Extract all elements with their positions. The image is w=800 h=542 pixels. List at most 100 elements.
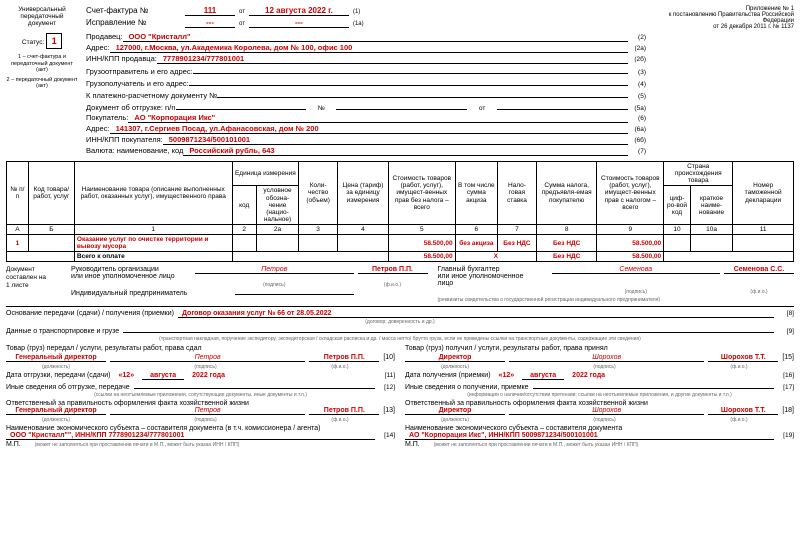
tr-x: X — [455, 252, 536, 262]
corr-label: Исправление № — [86, 18, 181, 27]
sl-sig: Петров — [195, 266, 354, 274]
field-val — [189, 77, 628, 86]
field-row: Валюта: наименование, кодРоссийский рубл… — [86, 146, 646, 156]
field-val: 127000, г.Москва, ул.Академика Королева,… — [110, 43, 628, 53]
correction-line: Исправление № --- от --- (1а) — [86, 18, 646, 28]
letter-cell: 6 — [455, 225, 497, 235]
doc-side: Документ составлен на 1 листе — [6, 266, 61, 303]
dr-exc: без акциза — [455, 235, 497, 252]
sl-name: Петров П.П. — [358, 266, 428, 274]
h-sig: (подпись) — [195, 282, 354, 288]
th-11b: краткое наиме-нование — [690, 186, 732, 225]
field-label: ИНН/КПП покупателя: — [86, 135, 163, 144]
field-row: Адрес:141307, г.Сергиев Посад, ул.Афанас… — [86, 124, 646, 134]
sl2: или иное уполномоченное лицо — [71, 273, 191, 280]
total-row: Всего к оплате 58.500,00 X Без НДС 58.50… — [7, 252, 794, 262]
th-8: Нало-говая ставка — [498, 162, 537, 225]
letter-cell: Б — [28, 225, 74, 235]
field-label: ИНН/КПП продавца: — [86, 54, 157, 63]
th-0: № п/п — [7, 162, 29, 225]
field-num: (4) — [628, 81, 646, 88]
field-row: Грузополучатель и его адрес:(4) — [86, 77, 646, 88]
dr-tot: 58.500,00 — [597, 235, 664, 252]
invoice-sfx: (1) — [353, 9, 360, 15]
field-val: 5009871234/500101001 — [163, 135, 628, 145]
field-num: (3) — [628, 69, 646, 76]
field-label: Грузоотправитель и его адрес: — [86, 67, 193, 76]
dr-sum: 58.500,00 — [388, 235, 455, 252]
field-row: ИНН/КПП продавца:7778901234/777801001(2б… — [86, 54, 646, 64]
field-label: Покупатель: — [86, 113, 128, 122]
signatures: Документ составлен на 1 листе Руководите… — [6, 266, 794, 303]
tr-l: Данные о транспортировке и грузе — [6, 328, 119, 335]
h-fio2: (ф.и.о.) — [724, 289, 794, 295]
field-label: Документ об отгрузке: n/n — [86, 103, 176, 112]
col-title: Товар (груз) передал / услуги, результат… — [6, 345, 395, 352]
field-num: (2) — [628, 34, 646, 41]
th-1: Код товара/ работ, услуг — [28, 162, 74, 225]
letter-cell: 5 — [388, 225, 455, 235]
field-val — [217, 89, 628, 98]
th-3b: условное обозна-чение (нацио-нальное) — [256, 186, 298, 225]
tr-lbl: Всего к оплате — [74, 252, 232, 262]
basis-v: Договор оказания услуг № 66 от 28.05.202… — [178, 310, 774, 318]
letter-cell: 10 — [664, 225, 691, 235]
h-sig2: (подпись) — [552, 289, 721, 295]
field-val: 141307, г.Сергиев Посад, ул.Афанасовская… — [110, 124, 628, 134]
invoice-from: от — [239, 9, 245, 15]
col-title: Товар (груз) получил / услуги, результат… — [405, 345, 794, 352]
corr-sfx: (1а) — [353, 21, 364, 27]
field-label: Продавец: — [86, 32, 123, 41]
tr-tax: Без НДС — [536, 252, 597, 262]
field-num: (5а) — [628, 105, 646, 112]
field-label: Адрес: — [86, 124, 110, 133]
field-label: К платежно-расчетному документу № — [86, 91, 217, 100]
th-7: В том числе сумма акциза — [455, 162, 497, 225]
dr-name: Оказание услуг по очистке территории и в… — [74, 235, 232, 252]
tr-sum: 58.500,00 — [388, 252, 455, 262]
ds3: 1 листе — [6, 282, 61, 290]
field-val — [176, 101, 307, 110]
ip-req: (реквизиты свидетельства о государственн… — [438, 297, 795, 303]
invoice-num: 111 — [185, 6, 235, 16]
th-6: Стоимость товаров (работ, услуг), имущес… — [388, 162, 455, 225]
th-3: Единица измерения — [232, 162, 299, 186]
letter-cell: 11 — [733, 225, 794, 235]
separator — [6, 306, 794, 307]
field-num: (2б) — [628, 56, 646, 63]
field-val: 7778901234/777801001 — [157, 54, 628, 64]
two-col: Товар (груз) передал / услуги, результат… — [6, 345, 794, 449]
field-label: Адрес: — [86, 43, 110, 52]
sr-name: Семенова С.С. — [724, 266, 794, 274]
field-num: (6а) — [628, 126, 646, 133]
basis-n: [8] — [778, 310, 794, 317]
sl1: Руководитель организации — [71, 266, 191, 273]
basis-l: Основание передачи (сдачи) / получения (… — [6, 310, 174, 317]
letter-cell: А — [7, 225, 29, 235]
sl3: Индивидуальный предприниматель — [71, 290, 231, 297]
appx-2: к постановлению Правительства Российской… — [654, 12, 794, 24]
letter-cell: 4 — [338, 225, 389, 235]
corr-date: --- — [249, 18, 349, 28]
corr-from: от — [239, 21, 245, 27]
main-table: № п/п Код товара/ работ, услуг Наименова… — [6, 161, 794, 262]
field-row: Грузоотправитель и его адрес: (3) — [86, 65, 646, 76]
field-row: Продавец:ООО "Кристалл"(2) — [86, 32, 646, 42]
tr-n: [9] — [778, 328, 794, 335]
dr-tax: Без НДС — [536, 235, 597, 252]
sig-right: Главный бухгалтерили иное уполномоченное… — [438, 266, 795, 303]
mid-column: Счет-фактура № 111 от 12 августа 2022 г.… — [86, 6, 646, 157]
field-row: Покупатель:АО "Корпорация Икс"(6) — [86, 113, 646, 123]
sr-sig: Семенова — [552, 266, 721, 274]
letter-cell: 3 — [299, 225, 338, 235]
field-val — [193, 65, 628, 74]
letter-cell: 2а — [256, 225, 298, 235]
corr-num: --- — [185, 18, 235, 28]
sr2: или иное уполномоченное — [438, 273, 548, 280]
sr3: лицо — [438, 280, 548, 287]
field-row: Документ об отгрузке: n/n№от(5а) — [86, 101, 646, 112]
fields-block: Продавец:ООО "Кристалл"(2)Адрес:127000, … — [86, 32, 646, 156]
field-val: Российский рубль, 643 — [183, 146, 628, 156]
th-2: Наименование товара (описание выполненны… — [74, 162, 232, 225]
th-10: Стоимость товаров (работ, услуг), имущес… — [597, 162, 664, 225]
